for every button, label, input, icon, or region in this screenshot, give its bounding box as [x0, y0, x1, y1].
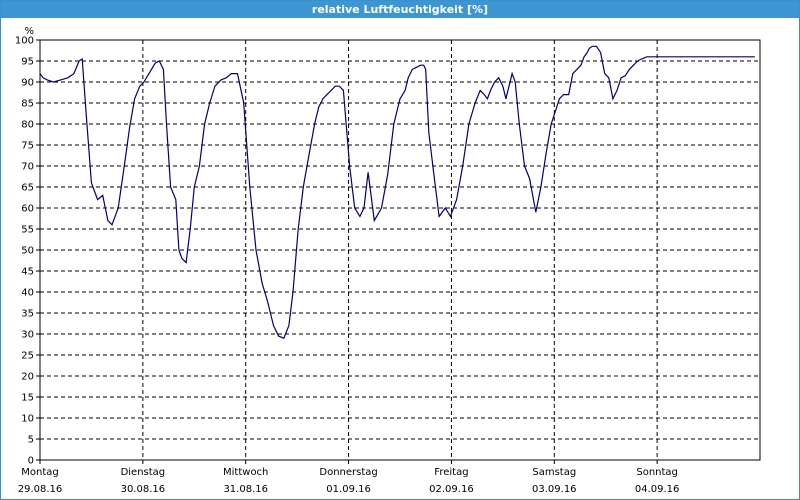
y-tick-label: 65: [21, 183, 34, 194]
y-tick-label: 10: [21, 414, 34, 425]
y-tick-label: 90: [21, 78, 34, 89]
y-tick-label: 25: [21, 351, 34, 362]
x-tick-date-label: 31.08.16: [223, 484, 268, 495]
y-tick-label: 35: [21, 309, 34, 320]
x-tick-date-label: 01.09.16: [326, 484, 371, 495]
y-tick-label: 30: [21, 330, 34, 341]
x-tick-date-label: 30.08.16: [121, 484, 166, 495]
x-tick-day-label: Dienstag: [121, 467, 166, 478]
y-tick-label: 50: [21, 246, 34, 257]
y-tick-label: 95: [21, 57, 34, 68]
y-tick-label: 100: [15, 36, 34, 47]
y-axis-ticks: 0 5 10 15 20 25 30 35 40 45 50 55 60 65 70 75 80 85 90 95 10…: [15, 36, 40, 467]
x-tick-date-label: 02.09.16: [429, 484, 474, 495]
x-axis-ticks: Montag 29.08.16 Dienstag 30.08.16 Mittwoch 31…: [18, 460, 680, 495]
x-tick-day-label: Sonntag: [636, 467, 678, 478]
y-tick-label: 85: [21, 99, 34, 110]
y-tick-label: 20: [21, 372, 34, 383]
x-tick-day-label: Mittwoch: [223, 467, 268, 478]
grid-lines: [40, 40, 760, 460]
window-title: relative Luftfeuchtigkeit [%]: [1, 1, 799, 18]
x-tick-day-label: Donnerstag: [319, 467, 377, 478]
y-tick-label: 70: [21, 162, 34, 173]
plot-frame: [39, 39, 761, 461]
y-tick-label: 0: [28, 456, 34, 467]
x-tick-date-label: 29.08.16: [18, 484, 63, 495]
x-tick-date-label: 04.09.16: [635, 484, 680, 495]
y-tick-label: 45: [21, 267, 34, 278]
y-tick-label: 40: [21, 288, 34, 299]
x-tick-day-label: Montag: [21, 467, 58, 478]
y-tick-label: 75: [21, 141, 34, 152]
x-tick-date-label: 03.09.16: [532, 484, 577, 495]
y-tick-label: 5: [28, 435, 34, 446]
x-tick-day-label: Freitag: [434, 467, 468, 478]
y-tick-label: 80: [21, 120, 34, 131]
y-tick-label: 60: [21, 204, 34, 215]
y-axis-unit-label: %: [24, 26, 34, 37]
y-tick-label: 55: [21, 225, 34, 236]
y-tick-label: 15: [21, 393, 34, 404]
humidity-series-line: [39, 45, 755, 339]
x-tick-day-label: Samstag: [532, 467, 576, 478]
